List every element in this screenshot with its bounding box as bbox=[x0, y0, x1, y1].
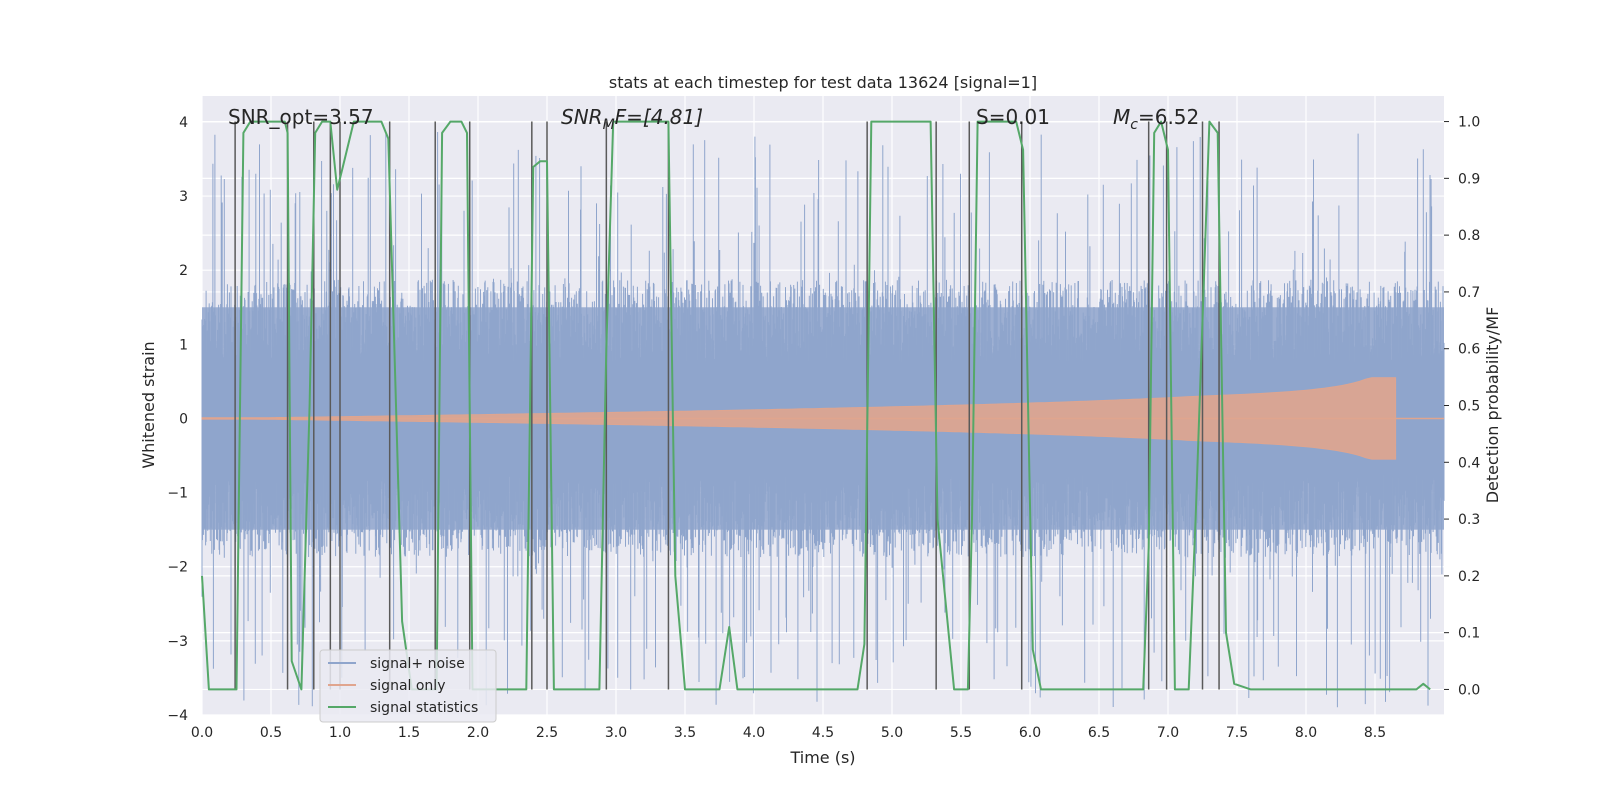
annotation-snr-mf: SNRMF=[4.81] bbox=[561, 105, 703, 133]
y2-tick-label: 1.0 bbox=[1458, 115, 1480, 131]
x-tick-label: 6.0 bbox=[1019, 725, 1041, 741]
x-tick-label: 7.5 bbox=[1226, 725, 1248, 741]
y2-tick-label: 0.2 bbox=[1458, 569, 1480, 585]
y-tick-label: −1 bbox=[167, 486, 188, 502]
axis-layer: 0.0 0.5 1.0 1.5 2.0 2.5 3.0 3.5 4.0 4.5 5.0 5.5 6.0 6… bbox=[167, 115, 1480, 741]
x-tick-label: 2.5 bbox=[536, 725, 558, 741]
chart-title: stats at each timestep for test data 136… bbox=[609, 73, 1037, 92]
x-tick-label: 8.0 bbox=[1295, 725, 1317, 741]
y2-tick-label: 0.1 bbox=[1458, 626, 1480, 642]
y-tick-label: 1 bbox=[179, 337, 188, 353]
y-tick-label: 4 bbox=[179, 115, 188, 131]
y-axis-label: Whitened strain bbox=[139, 341, 158, 468]
annotation-snr-mf-rest: F=[4.81] bbox=[615, 105, 703, 129]
y2-axis-label: Detection probability/MF bbox=[1483, 307, 1502, 504]
annotation-snr-opt: SNR_opt=3.57 bbox=[228, 105, 374, 129]
y-tick-label: 0 bbox=[179, 411, 188, 427]
x-axis-label: Time (s) bbox=[789, 748, 855, 767]
x-tick-label: 7.0 bbox=[1157, 725, 1179, 741]
annotation-mc: Mc=6.52 bbox=[1113, 105, 1199, 133]
y-tick-label: −2 bbox=[167, 560, 188, 576]
legend-label-signal-statistics: signal statistics bbox=[370, 700, 478, 716]
x-tick-label: 1.5 bbox=[398, 725, 420, 741]
y2-tick-label: 0.8 bbox=[1458, 228, 1480, 244]
annotation-mc-sub: c bbox=[1130, 117, 1138, 133]
signal-statistics-series bbox=[201, 120, 1431, 691]
y2-tick-label: 0.0 bbox=[1458, 682, 1480, 698]
annotation-mc-main: M bbox=[1113, 105, 1130, 129]
annotation-snr-mf-sub: M bbox=[603, 117, 615, 133]
annotation-snr-mf-main: SNR bbox=[561, 105, 603, 129]
legend-label-signal-noise: signal+ noise bbox=[370, 656, 465, 672]
y2-tick-label: 0.6 bbox=[1458, 342, 1480, 358]
y-tick-label: −3 bbox=[167, 634, 188, 650]
x-tick-label: 3.0 bbox=[605, 725, 627, 741]
x-tick-label: 0.0 bbox=[191, 725, 213, 741]
y-tick-label: 3 bbox=[179, 189, 188, 205]
y-tick-label: −4 bbox=[167, 708, 188, 724]
x-tick-label: 6.5 bbox=[1088, 725, 1110, 741]
x-tick-label: 4.5 bbox=[812, 725, 834, 741]
x-tick-label: 0.5 bbox=[260, 725, 282, 741]
x-tick-label: 1.0 bbox=[329, 725, 351, 741]
legend: signal+ noise signal only signal statist… bbox=[319, 649, 497, 723]
y2-tick-label: 0.5 bbox=[1458, 399, 1480, 415]
y2-tick-label: 0.7 bbox=[1458, 285, 1480, 301]
annotation-mc-rest: =6.52 bbox=[1138, 105, 1199, 129]
legend-box bbox=[319, 649, 497, 723]
x-tick-label: 8.5 bbox=[1364, 725, 1386, 741]
y-tick-label: 2 bbox=[179, 263, 188, 279]
x-tick-label: 3.5 bbox=[674, 725, 696, 741]
y2-tick-label: 0.3 bbox=[1458, 512, 1480, 528]
annotation-s: S=0.01 bbox=[976, 105, 1050, 129]
x-tick-label: 5.5 bbox=[950, 725, 972, 741]
signal-only-series bbox=[201, 377, 1397, 460]
stats-layer bbox=[201, 120, 1431, 691]
x-tick-label: 4.0 bbox=[743, 725, 765, 741]
x-tick-label: 5.0 bbox=[881, 725, 903, 741]
data-layer bbox=[201, 132, 1445, 708]
y2-tick-label: 0.4 bbox=[1458, 455, 1480, 471]
y2-tick-label: 0.9 bbox=[1458, 171, 1480, 187]
x-tick-label: 2.0 bbox=[467, 725, 489, 741]
legend-label-signal-only: signal only bbox=[370, 678, 445, 694]
